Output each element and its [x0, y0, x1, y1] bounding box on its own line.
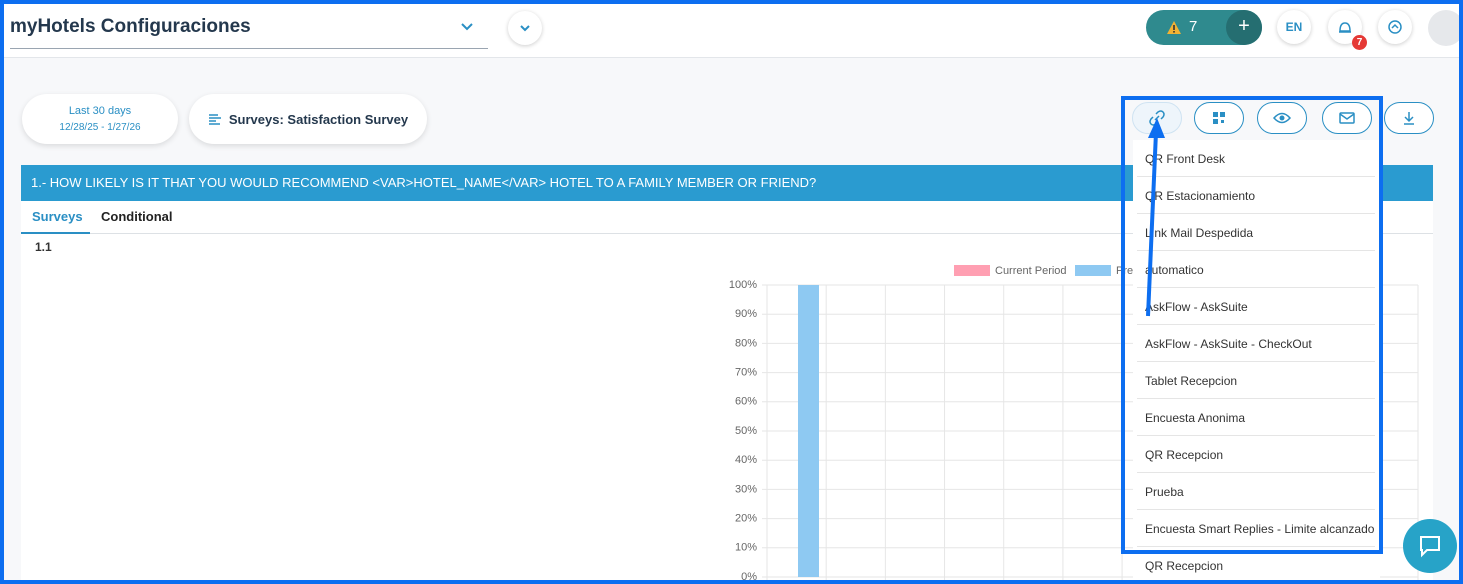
- menu-item[interactable]: AskFlow - AskSuite: [1145, 300, 1248, 314]
- menu-item[interactable]: Link Mail Despedida: [1145, 226, 1254, 240]
- bar: [798, 285, 819, 577]
- qr-button[interactable]: [1194, 102, 1244, 134]
- y-tick-label: 70%: [735, 367, 757, 379]
- chat-button[interactable]: [1403, 519, 1457, 573]
- header: myHotels Configuraciones 7 + EN 7: [0, 0, 1463, 58]
- y-tick-label: 20%: [735, 513, 757, 525]
- legend-swatch: [1075, 265, 1111, 276]
- y-tick-label: 0%: [741, 571, 757, 583]
- support-button[interactable]: [1378, 10, 1412, 44]
- alerts-button[interactable]: 7 +: [1146, 10, 1262, 45]
- download-button[interactable]: [1384, 102, 1434, 134]
- menu-item[interactable]: QR Recepcion: [1145, 559, 1224, 573]
- menu-item[interactable]: Encuesta Smart Replies - Limite alcanzad…: [1145, 522, 1375, 536]
- title-underline: [10, 48, 488, 49]
- menu-separator: [1137, 546, 1375, 547]
- legend-label: Current Period: [995, 265, 1067, 277]
- menu-item[interactable]: QR Estacionamiento: [1145, 189, 1256, 203]
- y-tick-label: 40%: [735, 454, 757, 466]
- menu-item[interactable]: QR Recepcion: [1145, 448, 1224, 462]
- menu-item[interactable]: AskFlow - AskSuite - CheckOut: [1145, 337, 1312, 351]
- preview-button[interactable]: [1257, 102, 1307, 134]
- avatar[interactable]: [1428, 10, 1463, 46]
- menu-separator: [1137, 176, 1375, 177]
- email-button[interactable]: [1322, 102, 1372, 134]
- link-menu: QR Front Desk QR Estacionamiento Link Mail…: [1133, 140, 1380, 584]
- survey-filter[interactable]: Surveys: Satisfaction Survey: [189, 94, 427, 144]
- title-dropdown[interactable]: [460, 20, 474, 34]
- menu-item[interactable]: QR Front Desk: [1145, 152, 1226, 166]
- notifications-badge: 7: [1352, 35, 1367, 50]
- period-label: Last 30 days: [68, 105, 132, 117]
- tab[interactable]: Surveys: [32, 209, 83, 224]
- alerts-count: 7: [1189, 18, 1198, 35]
- menu-separator: [1137, 472, 1375, 473]
- date-filter[interactable]: Last 30 days 12/28/25 - 1/27/26: [22, 94, 178, 144]
- y-tick-label: 60%: [735, 396, 757, 408]
- menu-separator: [1137, 287, 1375, 288]
- y-tick-label: 80%: [735, 337, 757, 349]
- y-tick-label: 100%: [729, 279, 757, 291]
- expand-button[interactable]: [508, 11, 542, 45]
- menu-item[interactable]: Tablet Recepcion: [1145, 374, 1238, 388]
- add-button[interactable]: +: [1226, 10, 1262, 45]
- menu-separator: [1137, 398, 1375, 399]
- y-tick-label: 10%: [735, 542, 757, 554]
- menu-item[interactable]: automatico: [1145, 263, 1204, 277]
- y-tick-label: 90%: [735, 308, 757, 320]
- menu-separator: [1137, 361, 1375, 362]
- legend-swatch: [954, 265, 990, 276]
- tab[interactable]: Conditional: [101, 209, 173, 224]
- tab-divider: [21, 233, 1433, 234]
- y-tick-label: 30%: [735, 483, 757, 495]
- menu-separator: [1137, 435, 1375, 436]
- app-title: myHotels Configuraciones: [10, 16, 251, 37]
- language-button[interactable]: EN: [1277, 10, 1311, 44]
- tab-indicator: [21, 232, 90, 234]
- menu-item[interactable]: Prueba: [1145, 485, 1184, 499]
- annotation-box: [1121, 96, 1383, 554]
- y-tick-label: 50%: [735, 425, 757, 437]
- menu-item[interactable]: Encuesta Anonima: [1145, 411, 1246, 425]
- menu-separator: [1137, 213, 1375, 214]
- survey-label: Surveys: Satisfaction Survey: [228, 111, 409, 127]
- section-label: 1.1: [35, 240, 52, 254]
- date-range: 12/28/25 - 1/27/26: [59, 122, 141, 133]
- menu-separator: [1137, 250, 1375, 251]
- menu-separator: [1137, 509, 1375, 510]
- menu-separator: [1137, 324, 1375, 325]
